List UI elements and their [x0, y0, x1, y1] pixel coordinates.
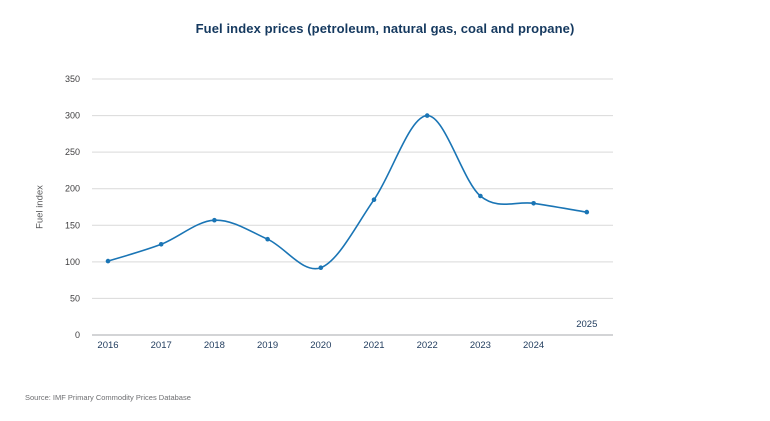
y-tick-label-250: 250 [65, 147, 80, 157]
y-tick-label-350: 350 [65, 74, 80, 84]
data-point-2016 [105, 258, 111, 264]
x-tick-label-2023: 2023 [470, 340, 491, 351]
y-tick-label-50: 50 [70, 293, 80, 303]
x-tick-label-2022: 2022 [417, 340, 438, 351]
y-tick-label-200: 200 [65, 184, 80, 194]
source-note: Source: IMF Primary Commodity Prices Dat… [25, 393, 191, 402]
data-point-2018 [212, 217, 217, 223]
x-tick-label-2025: 2025 [576, 319, 597, 330]
y-tick-label-150: 150 [65, 220, 80, 230]
data-point-2019 [265, 236, 270, 242]
x-tick-label-2017: 2017 [151, 340, 172, 351]
data-point-2017 [158, 242, 164, 247]
y-tick-label-300: 300 [65, 111, 80, 121]
data-point-2025 [584, 209, 590, 215]
x-tick-label-2018: 2018 [204, 340, 225, 351]
y-tick-label-0: 0 [75, 330, 80, 340]
data-point-2022 [424, 113, 430, 118]
data-point-2024 [531, 201, 536, 206]
fuel-index-series-line [107, 114, 588, 270]
x-tick-label-2020: 2020 [310, 340, 331, 351]
chart-title: Fuel index prices (petroleum, natural ga… [195, 21, 575, 36]
x-tick-label-2021: 2021 [363, 340, 384, 351]
x-tick-label-2016: 2016 [97, 340, 118, 351]
data-point-2020 [318, 265, 324, 271]
x-tick-label-2019: 2019 [257, 340, 278, 351]
data-point-2021 [371, 197, 377, 202]
data-point-2023 [478, 193, 483, 199]
x-tick-label-2024: 2024 [523, 340, 544, 351]
y-tick-label-100: 100 [65, 257, 80, 267]
